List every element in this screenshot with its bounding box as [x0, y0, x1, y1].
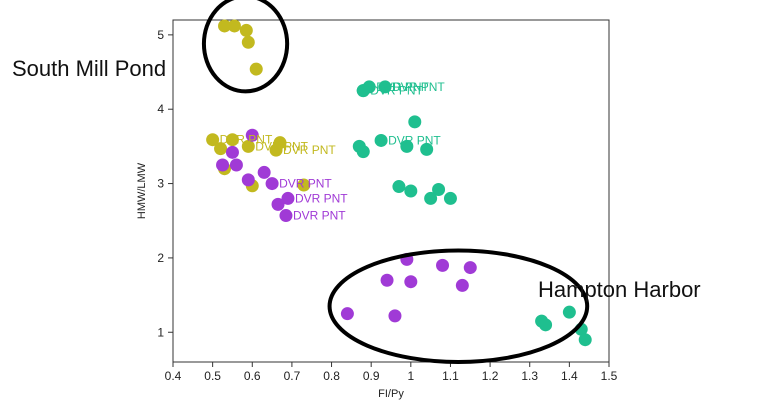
- data-point: [356, 84, 370, 98]
- point-label: DVR PNT: [283, 143, 336, 157]
- data-point: [271, 197, 285, 211]
- x-tick-label: 1: [407, 369, 414, 383]
- data-point: [374, 133, 388, 147]
- plot-frame: [172, 19, 610, 363]
- data-point: [404, 184, 418, 198]
- data-point: [340, 307, 354, 321]
- data-point: [388, 309, 402, 323]
- point-label: DVR PNT: [220, 133, 273, 147]
- point-label: DVR PNT: [392, 80, 445, 94]
- y-tick-label: 4: [157, 102, 164, 116]
- x-tick-label: 0.8: [323, 369, 340, 383]
- data-point: [404, 275, 418, 289]
- x-tick-label: 1.5: [601, 369, 618, 383]
- annotation-hampton-harbor: Hampton Harbor: [538, 277, 701, 302]
- data-point: [225, 133, 239, 147]
- y-tick-label: 3: [157, 177, 164, 191]
- data-point: [239, 23, 253, 37]
- data-point: [241, 35, 255, 49]
- x-tick-label: 0.5: [204, 369, 221, 383]
- data-point: [432, 183, 446, 197]
- point-label: DVR PNT: [255, 139, 308, 153]
- data-point: [281, 191, 295, 205]
- x-tick-label: 1.3: [521, 369, 538, 383]
- data-point: [562, 305, 576, 319]
- data-point: [216, 158, 230, 172]
- x-tick-label: 1.4: [561, 369, 578, 383]
- data-point: [436, 258, 450, 272]
- x-axis-label: FI/Py: [378, 388, 404, 400]
- y-tick-label: 5: [157, 28, 164, 42]
- data-point: [443, 191, 457, 205]
- data-point: [257, 165, 271, 179]
- data-point: [356, 145, 370, 159]
- data-point: [380, 273, 394, 287]
- data-point: [225, 145, 239, 159]
- data-point: [206, 133, 220, 147]
- y-axis-label: HMW/LMW: [136, 162, 148, 219]
- data-point: [227, 19, 241, 33]
- data-point: [578, 333, 592, 347]
- data-point: [245, 128, 259, 142]
- x-tick-label: 0.9: [363, 369, 380, 383]
- data-point: [249, 62, 263, 76]
- data-point: [241, 173, 255, 187]
- point-label: DVR PNT: [295, 191, 348, 205]
- data-point: [279, 209, 293, 223]
- data-point: [218, 19, 232, 33]
- point-label: DVR PNT: [370, 84, 423, 98]
- data-point: [297, 178, 311, 192]
- data-point: [273, 136, 287, 150]
- data-point: [392, 180, 406, 194]
- x-tick-label: 0.4: [165, 369, 182, 383]
- annotation-ellipse: [201, 0, 290, 94]
- data-point: [265, 177, 279, 191]
- data-point: [539, 318, 553, 332]
- point-label: DVR PNT: [376, 80, 429, 94]
- y-tick-label: 1: [157, 325, 164, 339]
- data-point: [463, 261, 477, 275]
- data-point: [408, 115, 422, 129]
- data-point: [455, 278, 469, 292]
- x-tick-label: 0.6: [244, 369, 261, 383]
- data-point: [214, 142, 228, 156]
- point-label: DVR PNT: [293, 209, 346, 223]
- annotation-south-mill-pond: South Mill Pond: [12, 56, 166, 81]
- data-point: [241, 139, 255, 153]
- y-tick-label: 2: [157, 251, 164, 265]
- x-tick-label: 1.2: [482, 369, 499, 383]
- x-tick-label: 0.7: [284, 369, 301, 383]
- data-point: [424, 191, 438, 205]
- data-point: [420, 142, 434, 156]
- x-tick-label: 1.1: [442, 369, 459, 383]
- point-label: DVR PNT: [388, 133, 441, 147]
- annotation-ellipse: [327, 248, 590, 365]
- data-point: [400, 139, 414, 153]
- data-point: [378, 80, 392, 94]
- point-label: DVR PNT: [279, 177, 332, 191]
- data-point: [229, 158, 243, 172]
